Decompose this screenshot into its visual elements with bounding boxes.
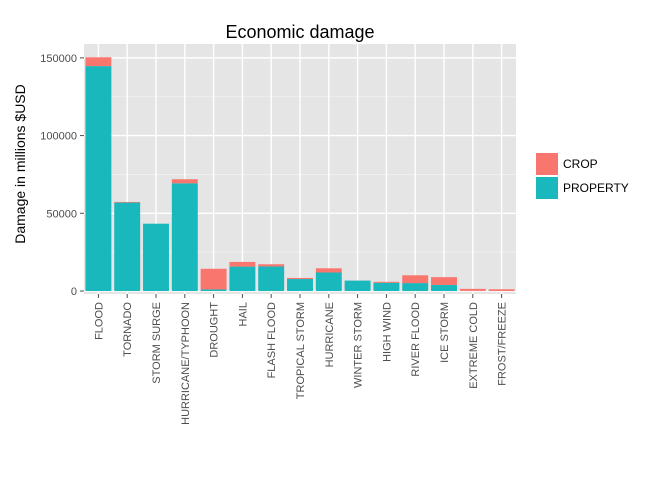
y-tick-label: 150000 <box>40 53 77 65</box>
chart-title: Economic damage <box>225 22 374 42</box>
x-tick-label: DROUGHT <box>209 302 221 358</box>
x-tick-label: WINTER STORM <box>353 302 365 388</box>
bar-property <box>171 183 198 291</box>
bar-property <box>114 202 141 291</box>
x-tick-label: FLOOD <box>93 302 105 340</box>
bar-property <box>143 223 169 291</box>
y-axis-label: Damage in millions $USD <box>12 84 28 244</box>
bars <box>85 57 515 291</box>
x-tick-label: FLASH FLOOD <box>266 302 278 378</box>
bar-property <box>200 289 227 291</box>
bar-crop <box>402 275 429 284</box>
bar-crop <box>200 268 227 290</box>
y-tick-label: 50000 <box>46 208 77 220</box>
y-tick-label: 0 <box>71 286 77 298</box>
bar-crop <box>459 288 486 291</box>
bar-crop <box>315 268 342 273</box>
bar-crop <box>287 277 313 280</box>
y-tick-label: 100000 <box>40 131 77 143</box>
x-tick-label: HURRICANE <box>324 302 336 367</box>
bar-property <box>287 279 313 291</box>
bar-crop <box>431 277 457 285</box>
x-axis: FLOOD TORNADO STORM SURGE HURRICANE/TYPHOON… <box>93 294 509 425</box>
x-tick-label: HURRICANE/TYPHOON <box>180 302 192 425</box>
bar-property <box>344 280 371 291</box>
bar-property <box>85 66 112 291</box>
bar-crop <box>258 264 285 267</box>
x-tick-label: TORNADO <box>122 302 134 357</box>
x-tick-label: EXTREME COLD <box>468 302 480 389</box>
x-tick-label: FROST/FREEZE <box>497 302 509 386</box>
x-tick-label: STORM SURGE <box>151 302 163 384</box>
bar-property <box>258 266 285 291</box>
bar-property <box>229 266 256 291</box>
bar-property <box>315 272 342 291</box>
bar-crop <box>488 289 515 291</box>
bar-property <box>431 284 457 291</box>
x-tick-label: RIVER FLOOD <box>410 302 422 377</box>
legend-key-crop <box>536 153 558 175</box>
bar-crop <box>373 281 400 283</box>
legend-key-property <box>536 177 558 199</box>
bar-property <box>402 283 429 291</box>
legend-label-property: PROPERTY <box>563 181 629 195</box>
bar-crop <box>229 261 256 267</box>
x-tick-label: ICE STORM <box>439 302 451 363</box>
bar-crop <box>85 57 112 67</box>
legend: CROP PROPERTY <box>536 153 629 199</box>
x-tick-label: HAIL <box>237 302 249 326</box>
legend-label-crop: CROP <box>563 157 598 171</box>
y-axis: 0 50000 100000 150000 <box>40 53 84 298</box>
bar-property <box>373 282 400 291</box>
x-tick-label: HIGH WIND <box>381 302 393 362</box>
bar-crop <box>171 179 198 184</box>
bar-crop <box>114 201 141 203</box>
x-tick-label: TROPICAL STORM <box>295 302 307 399</box>
